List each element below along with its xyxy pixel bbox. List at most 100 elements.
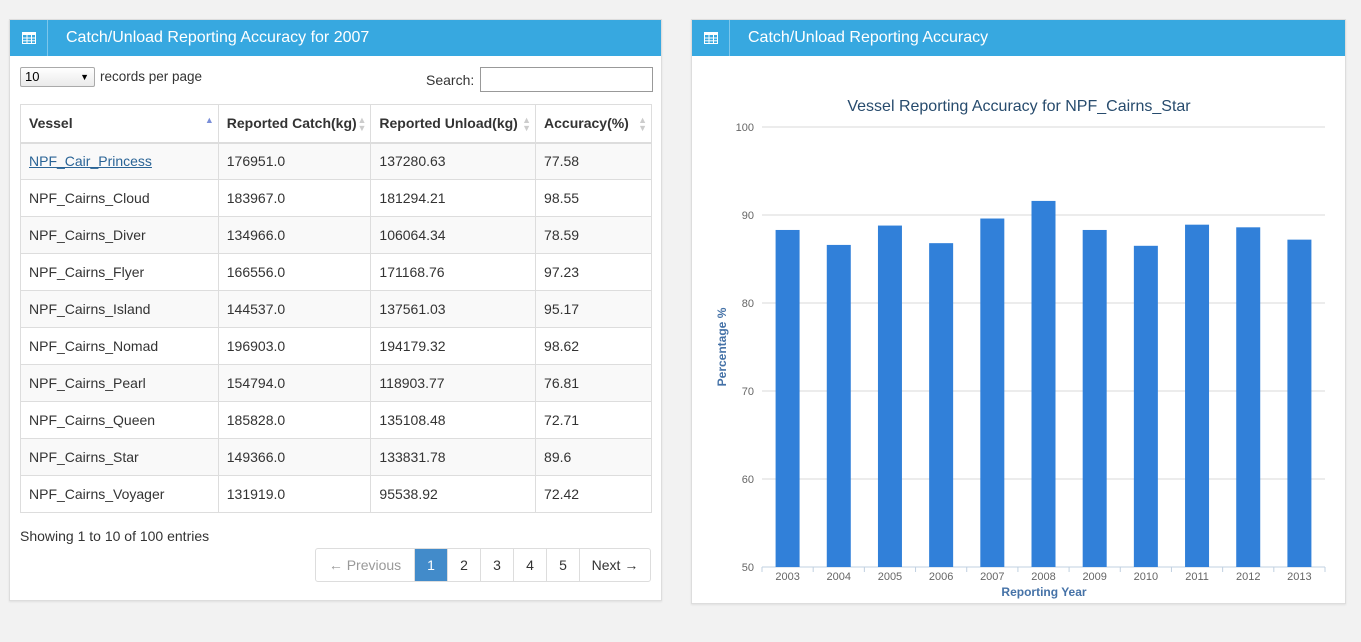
bar-2013[interactable] xyxy=(1287,239,1312,567)
table-row: NPF_Cairns_Star 149366.0 133831.78 89.6 xyxy=(20,438,652,476)
table-controls: 10 ▼ records per page Search: xyxy=(20,67,653,97)
page-button-4[interactable]: 4 xyxy=(513,549,546,581)
column-header-reported-unload[interactable]: Reported Unload(kg) ▲ ▼ xyxy=(370,104,537,144)
table-header-row: Vessel ▲ Reported Catch(kg) ▲ ▼ Reported … xyxy=(20,104,652,144)
cell-reported-unload: 95538.92 xyxy=(370,475,537,513)
cell-reported-unload: 135108.48 xyxy=(370,401,537,439)
sort-icon: ▲ ▼ xyxy=(522,115,532,133)
cell-vessel: NPF_Cairns_Island xyxy=(20,290,219,328)
bar-2008[interactable] xyxy=(1031,200,1056,568)
x-tick-label: 2010 xyxy=(1134,571,1158,583)
cell-vessel: NPF_Cairns_Flyer xyxy=(20,253,219,291)
table-icon xyxy=(10,20,48,56)
x-tick-label: 2012 xyxy=(1236,571,1260,583)
x-axis-ticks: 2003 2004 2005 2006 2007 2008 2009 2010 2011 2012… xyxy=(761,567,1326,583)
table-row: NPF_Cairns_Voyager 131919.0 95538.92 72.42 xyxy=(20,475,652,513)
cell-reported-catch: 131919.0 xyxy=(217,475,372,513)
column-header-accuracy[interactable]: Accuracy(%) ▲ ▼ xyxy=(535,104,652,144)
y-tick-label: 90 xyxy=(742,210,754,222)
cell-reported-catch: 196903.0 xyxy=(217,327,372,365)
accuracy-bar-chart: Vessel Reporting Accuracy for NPF_Cairns… xyxy=(715,98,1326,599)
table-panel-header: Catch/Unload Reporting Accuracy for 2007 xyxy=(10,20,661,56)
bar-2011[interactable] xyxy=(1185,224,1210,567)
y-tick-label: 50 xyxy=(742,562,754,574)
cell-reported-catch: 185828.0 xyxy=(217,401,372,439)
column-header-vessel[interactable]: Vessel ▲ xyxy=(20,104,219,144)
table-row: NPF_Cairns_Flyer 166556.0 171168.76 97.23 xyxy=(20,253,652,291)
sort-ascending-icon: ▲ xyxy=(204,115,214,125)
cell-reported-unload: 133831.78 xyxy=(370,438,537,476)
cell-accuracy: 72.71 xyxy=(535,401,652,439)
y-axis-label: Percentage % xyxy=(715,307,729,386)
next-page-button[interactable]: Next → xyxy=(579,549,650,581)
bar-2007[interactable] xyxy=(980,218,1005,567)
cell-reported-catch: 166556.0 xyxy=(217,253,372,291)
x-tick-label: 2006 xyxy=(929,571,953,583)
table-row: NPF_Cairns_Queen 185828.0 135108.48 72.71 xyxy=(20,401,652,439)
bar-2004[interactable] xyxy=(826,244,851,568)
cell-reported-unload: 194179.32 xyxy=(370,327,537,365)
sort-icon: ▲ ▼ xyxy=(638,115,647,133)
page-button-3[interactable]: 3 xyxy=(480,549,513,581)
cell-reported-unload: 137280.63 xyxy=(370,142,537,180)
column-header-reported-catch[interactable]: Reported Catch(kg) ▲ ▼ xyxy=(217,104,372,144)
x-tick-label: 2013 xyxy=(1287,571,1311,583)
chart-panel-title: Catch/Unload Reporting Accuracy xyxy=(748,29,989,46)
chart-title: Vessel Reporting Accuracy for NPF_Cairns… xyxy=(847,98,1191,115)
table-row: NPF_Cair_Princess 176951.0 137280.63 77.58 xyxy=(20,142,652,180)
x-tick-label: 2011 xyxy=(1185,571,1209,583)
bar-2009[interactable] xyxy=(1082,229,1107,567)
table-row: NPF_Cairns_Nomad 196903.0 194179.32 98.62 xyxy=(20,327,652,365)
cell-accuracy: 89.6 xyxy=(535,438,652,476)
x-axis-label: Reporting Year xyxy=(1001,585,1086,599)
table-icon xyxy=(692,20,730,56)
chart-panel-header: Catch/Unload Reporting Accuracy xyxy=(692,20,1345,56)
cell-vessel: NPF_Cairns_Diver xyxy=(20,216,219,254)
cell-vessel: NPF_Cairns_Cloud xyxy=(20,179,219,217)
cell-reported-catch: 134966.0 xyxy=(217,216,372,254)
bar-2010[interactable] xyxy=(1133,245,1158,568)
pagination: ← Previous 1 2 3 4 5 Next → xyxy=(315,548,651,582)
cell-accuracy: 72.42 xyxy=(535,475,652,513)
y-axis-ticks: 50 60 70 80 90 100 xyxy=(736,122,754,574)
cell-accuracy: 98.55 xyxy=(535,179,652,217)
cell-reported-unload: 171168.76 xyxy=(370,253,537,291)
records-per-page-select[interactable]: 10 ▼ xyxy=(20,67,95,87)
cell-reported-unload: 106064.34 xyxy=(370,216,537,254)
y-tick-label: 60 xyxy=(742,474,754,486)
search-label: Search: xyxy=(426,72,475,88)
chevron-down-icon: ▼ xyxy=(80,72,89,82)
cell-reported-catch: 149366.0 xyxy=(217,438,372,476)
bar-2012[interactable] xyxy=(1236,227,1261,567)
page-button-5[interactable]: 5 xyxy=(546,549,579,581)
cell-vessel: NPF_Cairns_Voyager xyxy=(20,475,219,513)
chart-bars xyxy=(775,200,1312,568)
bar-2005[interactable] xyxy=(877,225,902,567)
x-tick-label: 2007 xyxy=(980,571,1004,583)
records-per-page-value: 10 xyxy=(25,69,40,84)
cell-accuracy: 76.81 xyxy=(535,364,652,402)
sort-icon: ▲ ▼ xyxy=(357,115,367,133)
search-input[interactable] xyxy=(480,67,653,92)
chart-panel: Catch/Unload Reporting Accuracy Vessel R… xyxy=(691,19,1346,604)
cell-vessel: NPF_Cair_Princess xyxy=(20,142,219,180)
cell-accuracy: 77.58 xyxy=(535,142,652,180)
cell-vessel: NPF_Cairns_Star xyxy=(20,438,219,476)
bar-2006[interactable] xyxy=(929,243,954,567)
records-per-page-label: records per page xyxy=(100,69,203,84)
page-button-1[interactable]: 1 xyxy=(414,549,447,581)
cell-accuracy: 78.59 xyxy=(535,216,652,254)
bar-2003[interactable] xyxy=(775,229,800,567)
cell-vessel: NPF_Cairns_Pearl xyxy=(20,364,219,402)
x-tick-label: 2009 xyxy=(1082,571,1106,583)
x-tick-label: 2004 xyxy=(827,571,851,583)
page-button-2[interactable]: 2 xyxy=(447,549,480,581)
vessel-table: Vessel ▲ Reported Catch(kg) ▲ ▼ Reported … xyxy=(20,104,652,513)
cell-accuracy: 98.62 xyxy=(535,327,652,365)
previous-page-button[interactable]: ← Previous xyxy=(328,557,402,573)
table-row: NPF_Cairns_Island 144537.0 137561.03 95.17 xyxy=(20,290,652,328)
table-row: NPF_Cairns_Pearl 154794.0 118903.77 76.81 xyxy=(20,364,652,402)
cell-reported-unload: 137561.03 xyxy=(370,290,537,328)
vessel-link[interactable]: NPF_Cair_Princess xyxy=(29,153,152,170)
cell-reported-unload: 181294.21 xyxy=(370,179,537,217)
